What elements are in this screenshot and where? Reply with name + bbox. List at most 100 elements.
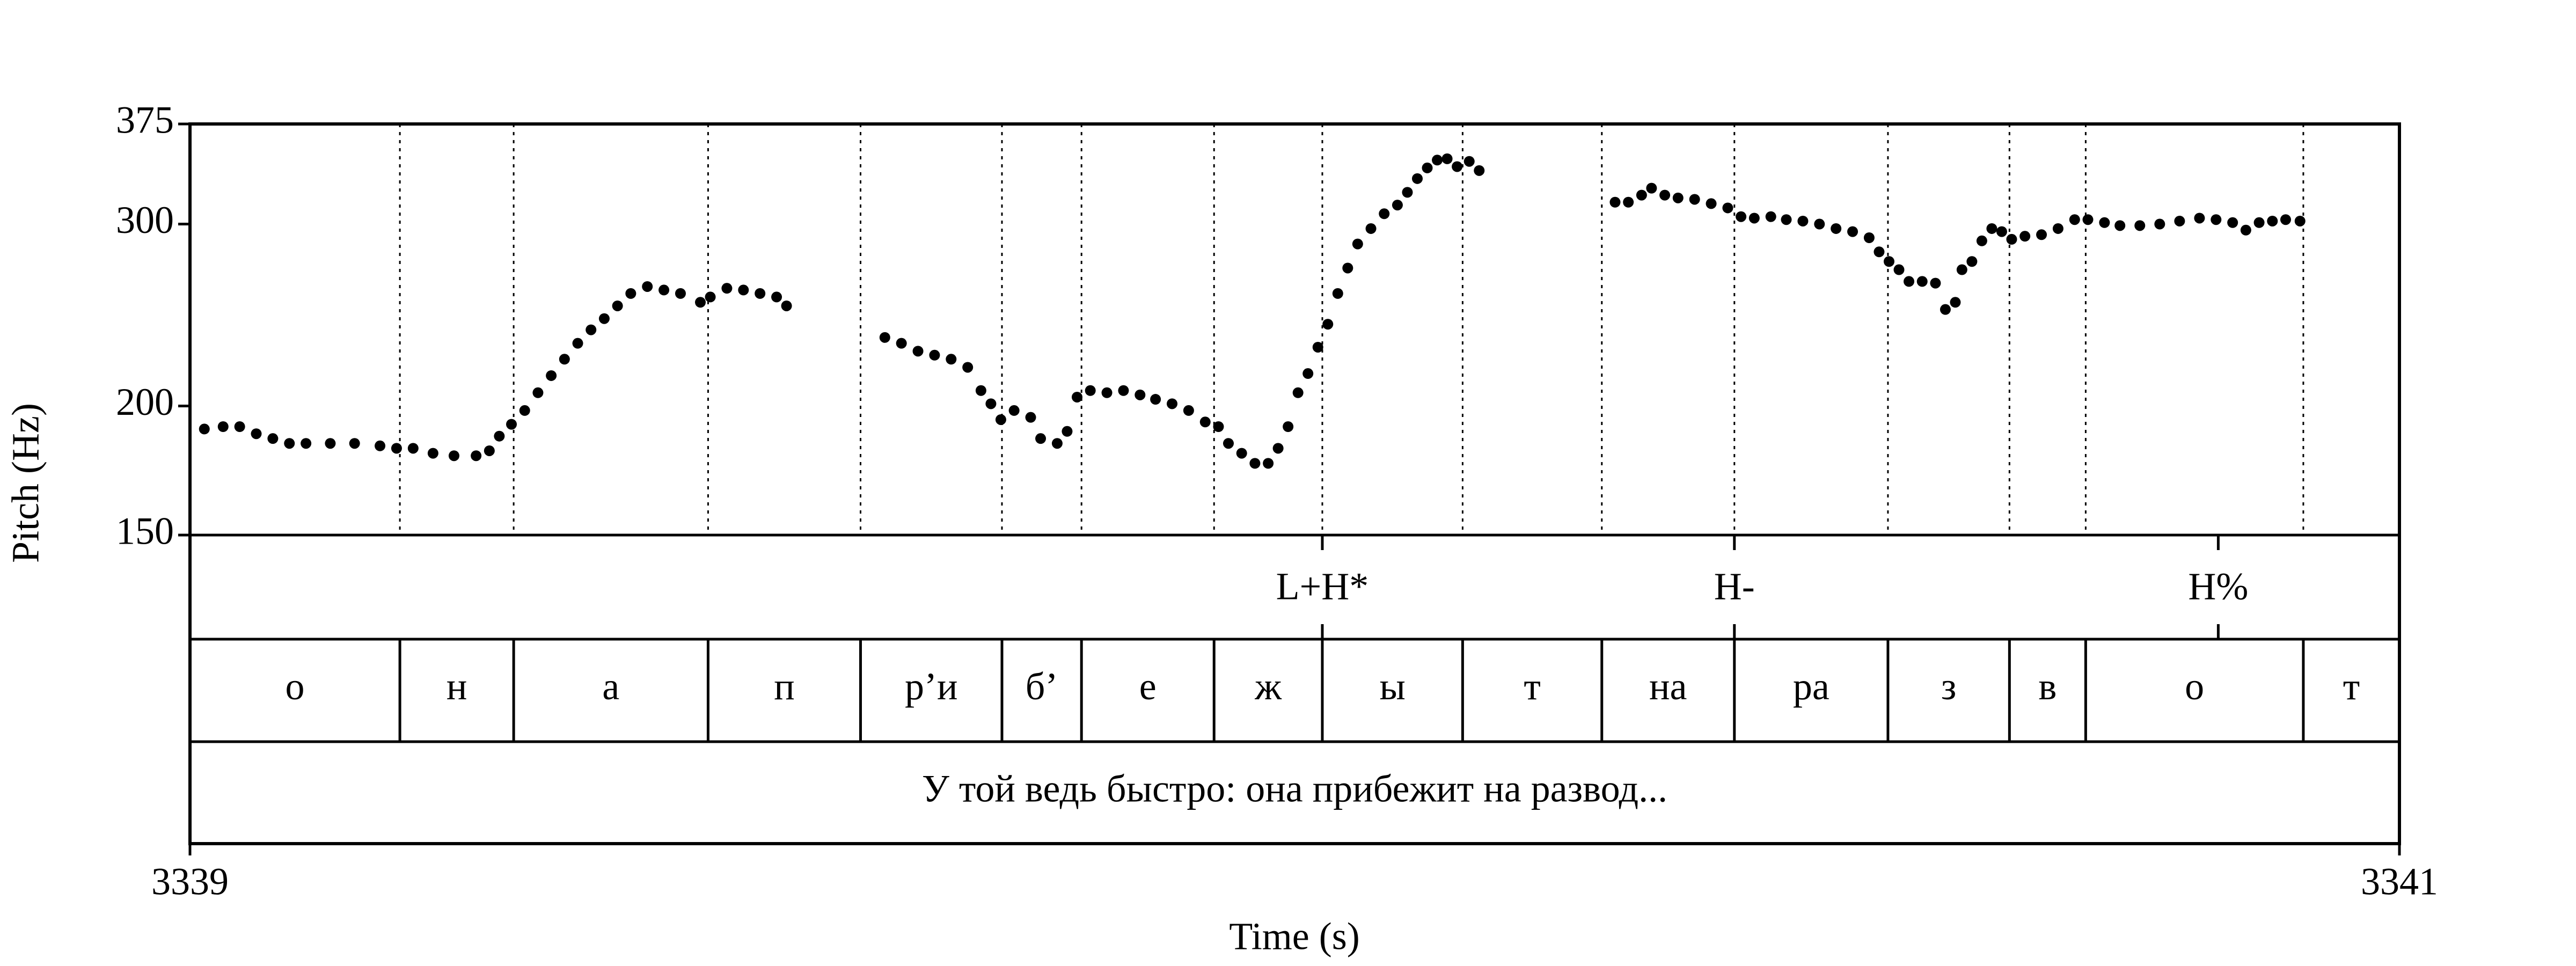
pitch-point	[506, 419, 517, 430]
pitch-point	[471, 450, 482, 462]
pitch-point	[929, 349, 940, 361]
pitch-point	[1916, 276, 1928, 287]
y-tick-label: 150	[116, 510, 174, 553]
pitch-point	[1736, 211, 1747, 222]
pitch-point	[2267, 215, 2278, 226]
segment-label: н	[447, 665, 467, 708]
pitch-point	[705, 291, 716, 303]
pitch-point	[912, 346, 924, 357]
segment-label: о	[286, 665, 305, 708]
pitch-point	[494, 430, 505, 442]
pitch-point	[2036, 229, 2047, 240]
pitch-point	[1379, 208, 1390, 219]
segment-label: т	[1524, 665, 1540, 708]
pitch-point	[1463, 156, 1475, 167]
pitch-point	[448, 450, 459, 462]
pitch-point	[427, 448, 438, 459]
pitch-point	[946, 354, 957, 365]
plot-frame	[188, 122, 2401, 845]
segment-label: в	[2038, 665, 2057, 708]
pitch-point	[1722, 202, 1733, 214]
pitch-point	[1814, 218, 1825, 230]
pitch-point	[1422, 162, 1433, 173]
pitch-point	[301, 438, 312, 449]
pitch-point	[1986, 223, 1997, 234]
pitch-point	[1950, 297, 1961, 308]
y-tick-label: 300	[116, 199, 174, 241]
pitch-point	[559, 354, 570, 365]
pitch-point	[1609, 196, 1621, 208]
pitch-point	[2294, 215, 2306, 226]
pitch-point	[721, 283, 733, 294]
x-tick-label: 3339	[151, 860, 229, 903]
pitch-point	[738, 284, 749, 296]
pitch-point	[755, 288, 766, 299]
pitch-point	[962, 362, 974, 373]
pitch-point	[2082, 214, 2094, 225]
pitch-point	[2253, 217, 2265, 228]
pitch-point	[1118, 385, 1129, 396]
pitch-point	[1411, 173, 1423, 184]
pitch-point	[1672, 192, 1684, 203]
pitch-point	[1646, 182, 1657, 194]
pitch-point	[2174, 215, 2185, 226]
pitch-point	[484, 445, 495, 456]
pitch-point	[1312, 341, 1323, 353]
pitch-point	[625, 288, 636, 299]
pitch-point	[879, 332, 890, 343]
pitch-point	[995, 414, 1006, 425]
segment-label: ра	[1793, 665, 1829, 708]
pitch-point	[1135, 389, 1146, 400]
pitch-point	[1956, 264, 1967, 275]
pitch-point	[407, 443, 419, 454]
pitch-point	[284, 438, 295, 449]
y-axis-label: Pitch (Hz)	[4, 403, 47, 563]
pitch-point	[975, 385, 986, 396]
y-tick-label: 200	[116, 380, 174, 423]
pitch-point	[1283, 421, 1294, 432]
pitch-point	[2006, 233, 2017, 245]
pitch-point	[598, 313, 610, 324]
pitch-point	[612, 300, 623, 311]
pitch-point	[267, 433, 279, 444]
pitch-point	[1847, 226, 1858, 237]
pitch-point	[1474, 165, 1485, 176]
pitch-point	[1893, 264, 1905, 275]
tone-label: L+H*	[1276, 565, 1369, 608]
pitch-point	[349, 438, 360, 449]
sentence-label: У той ведь быстро: она прибежит на разво…	[922, 767, 1667, 810]
pitch-point	[1659, 189, 1671, 201]
pitch-point	[199, 423, 210, 435]
pitch-point	[1365, 223, 1377, 234]
pitch-point	[1883, 256, 1894, 267]
pitch-point	[771, 291, 782, 303]
pitch-point	[2227, 217, 2238, 228]
pitch-point	[234, 421, 245, 432]
pitch-point	[2069, 214, 2080, 225]
pitch-point	[1689, 194, 1700, 205]
pitch-point	[1797, 215, 1809, 226]
pitch-point	[391, 443, 402, 454]
segment-label: о	[2185, 665, 2204, 708]
pitch-point	[519, 405, 530, 416]
pitch-point	[2052, 223, 2063, 234]
pitch-point	[2211, 214, 2222, 225]
pitch-point	[2154, 218, 2165, 230]
pitch-point	[586, 324, 597, 335]
pitch-point	[781, 300, 792, 311]
pitch-point	[546, 370, 557, 381]
pitch-point	[1748, 213, 1760, 224]
pitch-point	[1432, 155, 1443, 166]
pitch-point	[251, 428, 262, 440]
pitch-point	[1035, 433, 1046, 444]
pitch-point	[2019, 231, 2031, 242]
pitch-point	[1025, 412, 1036, 423]
pitch-point	[658, 284, 670, 296]
tone-label: H-	[1714, 565, 1755, 608]
pitch-point	[217, 421, 229, 432]
pitch-point	[1930, 277, 1941, 289]
pitch-point	[1263, 458, 1274, 469]
pitch-point	[1051, 438, 1063, 449]
pitch-point	[1213, 421, 1224, 432]
